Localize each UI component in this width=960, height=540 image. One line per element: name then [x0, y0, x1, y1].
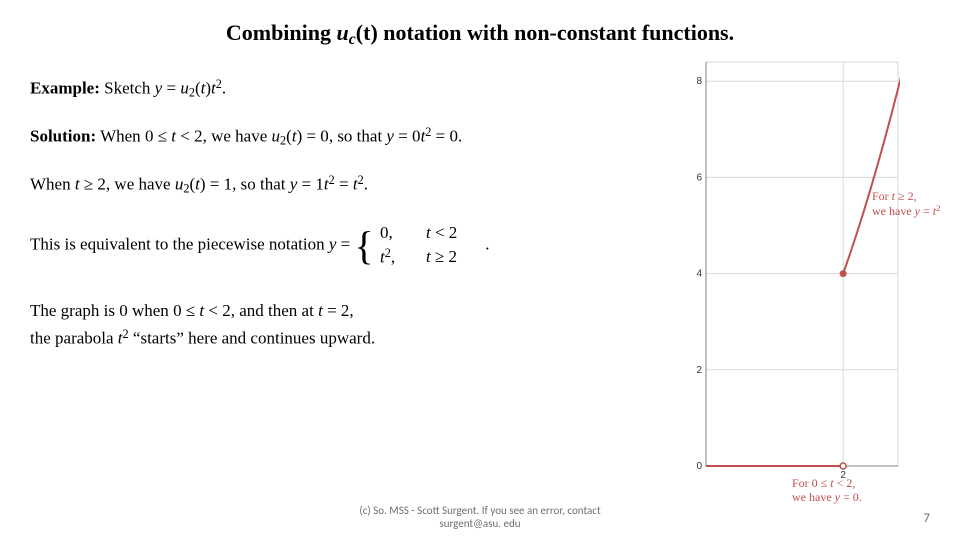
- annotation-parabola: For t ≥ 2, we have y = t2: [872, 190, 960, 218]
- example-line: Example: Sketch y = u2(t)t2.: [30, 75, 226, 103]
- footer: (c) So. MSS - Scott Surgent. If you see …: [0, 504, 960, 530]
- title-sub: c: [349, 31, 356, 48]
- footer-line1: (c) So. MSS - Scott Surgent. If you see …: [0, 504, 960, 517]
- piecewise-line: This is equivalent to the piecewise nota…: [30, 222, 489, 269]
- svg-text:2: 2: [696, 365, 702, 376]
- page-number: 7: [923, 511, 930, 526]
- chart-svg: 024682: [690, 60, 900, 480]
- graph-desc-2: the parabola t2 “starts” here and contin…: [30, 325, 375, 352]
- svg-text:0: 0: [696, 461, 702, 472]
- title-u: u: [337, 20, 349, 45]
- example-label: Example:: [30, 79, 100, 98]
- title-arg: (t): [356, 20, 378, 45]
- title-post: notation with non-constant functions.: [378, 20, 734, 45]
- svg-text:6: 6: [696, 172, 702, 183]
- graph-panel: 024682: [690, 60, 900, 480]
- solution-line2: When t ≥ 2, we have u2(t) = 1, so that y…: [30, 171, 368, 199]
- footer-line2: surgent@asu. edu: [0, 517, 960, 530]
- example-pre: Sketch: [100, 79, 155, 98]
- svg-text:4: 4: [696, 269, 702, 280]
- svg-text:8: 8: [696, 76, 702, 87]
- solution-line1: Solution: When 0 ≤ t < 2, we have u2(t) …: [30, 123, 462, 151]
- page-title: Combining uc(t) notation with non-consta…: [0, 20, 960, 49]
- graph-desc-1: The graph is 0 when 0 ≤ t < 2, and then …: [30, 298, 354, 324]
- piecewise-cases: { 0,t < 2 t2,t ≥ 2: [355, 222, 481, 269]
- title-pre: Combining: [226, 20, 337, 45]
- solution-label: Solution:: [30, 127, 96, 146]
- annotation-zero: For 0 ≤ t < 2, we have y = 0.: [792, 477, 890, 505]
